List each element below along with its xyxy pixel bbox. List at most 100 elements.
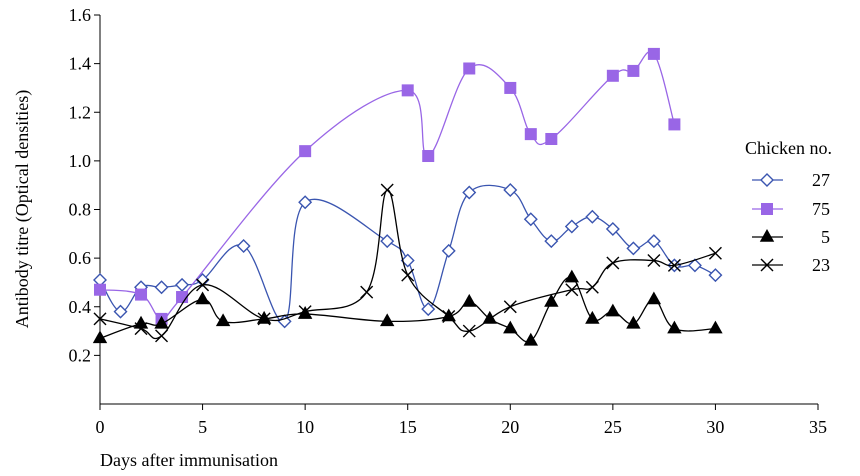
- data-point-23: [585, 280, 599, 294]
- data-point-5: [503, 320, 518, 334]
- data-point-75: [401, 84, 414, 97]
- data-point-27: [441, 243, 456, 258]
- data-point-23: [462, 324, 476, 338]
- data-point-27: [503, 183, 518, 198]
- data-point-23: [442, 309, 456, 323]
- legend-label: 5: [821, 227, 830, 247]
- data-point-5: [523, 332, 538, 346]
- data-point-27: [564, 219, 579, 234]
- legend-marker-5: [759, 229, 775, 242]
- data-point-75: [647, 47, 660, 60]
- legend: Chicken no. 27 75 5 23: [745, 138, 832, 275]
- x-marker-stroke: [298, 305, 312, 319]
- data-point-75: [463, 62, 476, 75]
- x-marker-stroke: [565, 283, 579, 297]
- series-5: [92, 269, 723, 346]
- data-point-5: [626, 315, 641, 329]
- data-point-27: [585, 209, 600, 224]
- data-point-5: [154, 315, 169, 329]
- data-point-23: [606, 256, 620, 270]
- x-marker-stroke: [585, 280, 599, 294]
- data-point-27: [195, 273, 210, 287]
- x-marker-stroke: [442, 309, 456, 323]
- x-tick-label: 15: [399, 417, 417, 437]
- x-marker-stroke: [380, 183, 394, 197]
- data-point-5: [646, 291, 662, 305]
- data-point-5: [462, 293, 477, 307]
- y-axis-title: Antibody titre (Optical densities): [12, 90, 33, 328]
- data-point-75: [606, 69, 619, 82]
- data-point-23: [257, 312, 271, 326]
- x-tick-label: 0: [96, 417, 105, 437]
- data-point-23: [667, 258, 681, 272]
- data-point-23: [647, 254, 661, 268]
- legend-item-5: 5: [752, 227, 830, 247]
- data-point-75: [668, 118, 681, 131]
- data-point-27: [400, 253, 415, 268]
- data-point-75: [299, 145, 312, 158]
- data-point-75: [135, 288, 148, 301]
- data-point-23: [401, 268, 415, 282]
- x-tick-label: 20: [501, 417, 519, 437]
- y-tick-label: 0.2: [69, 345, 92, 365]
- data-point-5: [544, 293, 559, 307]
- x-marker-stroke: [401, 268, 415, 282]
- data-point-75: [524, 128, 537, 141]
- x-axis-title: Days after immunisation: [100, 450, 278, 470]
- x-marker-stroke: [360, 285, 374, 299]
- data-point-23: [93, 312, 107, 326]
- x-tick-label: 25: [604, 417, 622, 437]
- data-point-23: [155, 329, 169, 343]
- x-tick-label: 10: [296, 417, 314, 437]
- x-marker-stroke: [708, 246, 722, 260]
- series-23: [93, 183, 722, 343]
- legend-label: 75: [812, 199, 830, 219]
- legend-label: 27: [812, 170, 830, 190]
- data-point-5: [92, 330, 108, 344]
- data-point-5: [708, 320, 723, 334]
- data-point-27: [708, 268, 723, 283]
- data-point-27: [154, 280, 169, 295]
- data-point-27: [175, 277, 190, 292]
- data-point-23: [196, 278, 210, 292]
- data-point-75: [94, 283, 106, 296]
- data-point-5: [256, 310, 272, 324]
- x-marker-stroke: [760, 258, 774, 272]
- data-point-23: [503, 300, 517, 314]
- data-point-5: [441, 308, 456, 322]
- data-point-5: [564, 269, 580, 283]
- data-point-75: [504, 81, 517, 94]
- data-point-23: [298, 305, 312, 319]
- data-point-27: [236, 238, 251, 253]
- data-point-23: [134, 322, 148, 336]
- x-marker-stroke: [647, 254, 661, 268]
- data-point-5: [195, 291, 210, 305]
- data-point-27: [421, 302, 436, 317]
- data-point-27: [113, 304, 128, 319]
- data-point-5: [605, 303, 621, 317]
- legend-item-27: 27: [752, 170, 830, 190]
- x-marker-stroke: [196, 278, 210, 292]
- series-75: [94, 47, 681, 325]
- y-tick-label: 0.6: [69, 248, 92, 268]
- data-point-27: [605, 221, 620, 236]
- data-point-23: [360, 285, 374, 299]
- x-marker-stroke: [667, 258, 681, 272]
- x-marker-stroke: [155, 329, 169, 343]
- legend-item-75: 75: [752, 199, 830, 219]
- data-point-27: [380, 234, 395, 249]
- y-tick-label: 1.2: [69, 102, 92, 122]
- x-marker-stroke: [257, 312, 271, 326]
- legend-label: 23: [812, 255, 830, 275]
- data-point-5: [667, 320, 682, 334]
- data-point-27: [298, 195, 313, 210]
- x-marker-stroke: [606, 256, 620, 270]
- data-point-5: [482, 310, 497, 324]
- legend-marker-75: [761, 203, 773, 215]
- x-tick-label: 30: [706, 417, 724, 437]
- data-point-5: [380, 313, 395, 327]
- data-point-23: [708, 246, 722, 260]
- x-marker-stroke: [134, 322, 148, 336]
- x-tick-label: 35: [809, 417, 827, 437]
